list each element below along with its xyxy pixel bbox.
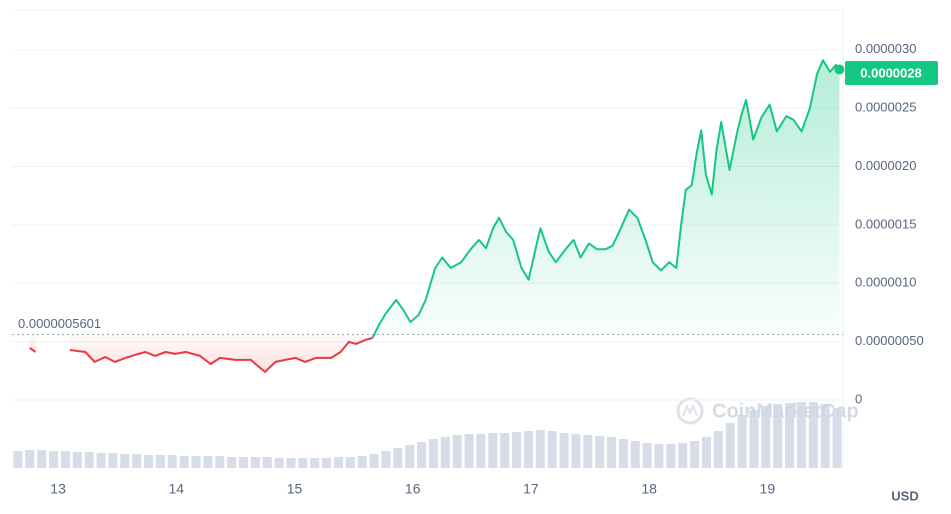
volume-bar [322, 458, 332, 468]
volume-bar [535, 430, 545, 468]
watermark-logo [676, 397, 704, 425]
currency-label: USD [891, 488, 918, 503]
volume-bar [274, 458, 284, 468]
volume-bar [357, 456, 367, 468]
volume-bar [250, 457, 260, 468]
volume-bar [84, 452, 94, 468]
volume-bar [262, 457, 272, 468]
x-tick-label: 13 [50, 481, 66, 497]
volume-bar [725, 423, 735, 468]
volume-bar [583, 435, 593, 468]
y-tick-label: 0.0000030 [855, 41, 916, 56]
volume-bar [132, 454, 142, 468]
volume-bar [49, 451, 59, 468]
volume-bar [310, 458, 320, 468]
volume-bar [690, 441, 700, 468]
volume-bar [464, 434, 474, 468]
current-price-badge [845, 61, 938, 86]
volume-bar [512, 432, 522, 468]
price-line [371, 59, 841, 339]
volume-bar [737, 415, 747, 468]
volume-bar [500, 433, 510, 468]
x-tick-label: 16 [405, 481, 421, 497]
volume-bar [595, 436, 605, 468]
volume-bar [72, 452, 82, 468]
volume-bar [618, 439, 628, 468]
volume-bar [428, 439, 438, 468]
volume-bar [476, 434, 486, 468]
volume-bar [286, 458, 296, 468]
volume-bar [108, 453, 118, 468]
price-area [69, 334, 373, 372]
volume-bar [796, 402, 806, 468]
volume-bar [155, 455, 165, 468]
volume-bar [203, 456, 213, 468]
volume-bar [60, 451, 70, 468]
x-tick-label: 19 [760, 481, 776, 497]
last-price-dot [834, 64, 845, 75]
y-tick-label: 0.0000025 [855, 100, 916, 115]
volume-bar [713, 431, 723, 468]
volume-bar [179, 456, 189, 468]
volume-bar [701, 437, 711, 468]
volume-bar [630, 441, 640, 468]
x-tick-label: 14 [169, 481, 185, 497]
volume-bar [642, 443, 652, 468]
volume-bar [298, 458, 308, 468]
volume-bar [832, 408, 842, 468]
volume-bar [452, 435, 462, 468]
x-tick-label: 18 [641, 481, 657, 497]
volume-bar [96, 453, 106, 468]
volume-bar [13, 451, 23, 468]
price-line [69, 337, 373, 373]
volume-bar [144, 455, 154, 468]
volume-bar [345, 457, 355, 468]
y-tick-label: 0.00000050 [855, 333, 924, 348]
volume-bar [120, 454, 130, 468]
volume-bar [571, 434, 581, 468]
volume-bar [678, 443, 688, 468]
volume-bar [238, 457, 249, 468]
volume-bar [440, 437, 450, 468]
volume-bar [191, 456, 201, 468]
volume-bar [215, 456, 225, 468]
volume-bar [333, 457, 343, 468]
price-line [29, 347, 37, 353]
volume-bar [417, 442, 427, 468]
volume-bar [761, 406, 771, 468]
volume-bar [393, 448, 403, 468]
volume-bar [547, 431, 557, 468]
volume-bar [369, 454, 379, 468]
volume-bar [167, 455, 177, 468]
volume-bar [773, 404, 783, 468]
volume-bar [523, 431, 533, 468]
volume-bar [381, 451, 391, 468]
volume-bar [606, 437, 617, 468]
y-tick-label: 0.0000020 [855, 158, 916, 173]
current-price-label: 0.0000028 [860, 65, 921, 80]
volume-bar [37, 450, 47, 468]
volume-bar [820, 404, 830, 468]
y-tick-label: 0.0000010 [855, 275, 916, 290]
volume-bar [405, 445, 415, 468]
volume-bar [808, 402, 818, 468]
baseline-label-bg [14, 317, 116, 332]
baseline-label: 0.0000005601 [18, 316, 101, 331]
volume-bar [654, 444, 664, 468]
volume-bar [25, 450, 35, 468]
price-area [372, 60, 840, 338]
volume-bar [666, 444, 676, 468]
y-tick-label: 0 [855, 391, 862, 406]
x-tick-label: 17 [523, 481, 539, 497]
volume-bar [785, 403, 795, 468]
volume-bar [749, 410, 759, 468]
y-tick-label: 0.0000015 [855, 216, 916, 231]
volume-bar [488, 433, 498, 468]
volume-bar [559, 433, 569, 468]
x-tick-label: 15 [287, 481, 303, 497]
volume-bar [227, 457, 237, 468]
price-area [29, 334, 36, 352]
